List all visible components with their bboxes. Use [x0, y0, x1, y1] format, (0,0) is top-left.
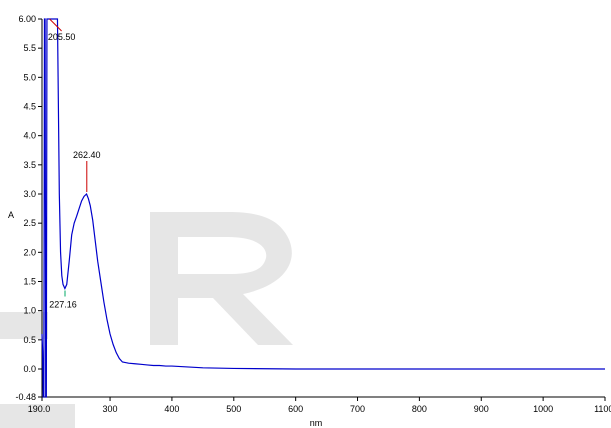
- peak-annotation: 205.50: [48, 18, 76, 42]
- y-tick-label: 0.0: [23, 364, 36, 374]
- x-tick-label: 1000: [533, 404, 553, 414]
- y-tick-label: 3.0: [23, 189, 36, 199]
- y-tick-label: 0.5: [23, 335, 36, 345]
- x-tick-label: 800: [412, 404, 427, 414]
- y-tick-label: 5.0: [23, 72, 36, 82]
- peak-label: 227.16: [49, 300, 77, 310]
- x-tick-label: 190.0: [28, 404, 51, 414]
- x-tick-label: 400: [164, 404, 179, 414]
- y-tick-label: 1.5: [23, 277, 36, 287]
- x-ticks: 190.0 300 400 500 600 700 800 900 1000 1100.: [28, 397, 611, 414]
- x-tick-label: 1100.: [594, 404, 611, 414]
- annotations-layer: 205.50 262.40 227.16: [48, 18, 101, 310]
- x-tick-label: 700: [350, 404, 365, 414]
- peak-label: 262.40: [73, 150, 101, 160]
- watermark-layer: [0, 212, 293, 428]
- watermark-bar-mid: [0, 312, 48, 339]
- x-axis-label: nm: [310, 418, 323, 428]
- y-tick-label: 3.5: [23, 160, 36, 170]
- x-tick-label: 600: [288, 404, 303, 414]
- y-tick-label: 1.0: [23, 306, 36, 316]
- y-tick-label: 2.0: [23, 247, 36, 257]
- y-axis-label: A: [8, 210, 14, 220]
- y-tick-label: 6.00: [18, 14, 36, 24]
- watermark-er: [0, 212, 293, 428]
- y-tick-label: 5.5: [23, 43, 36, 53]
- x-tick-label: 300: [103, 404, 118, 414]
- y-tick-label: -0.48: [15, 392, 36, 402]
- series-layer: [41, 18, 605, 398]
- x-tick-label: 500: [226, 404, 241, 414]
- watermark-letter-r: [150, 212, 293, 345]
- absorbance-series-line: [41, 18, 605, 398]
- peak-annotation: 262.40: [73, 150, 101, 192]
- y-tick-label: 2.5: [23, 218, 36, 228]
- peak-annotation: 227.16: [49, 290, 77, 310]
- peak-label: 205.50: [48, 32, 76, 42]
- y-tick-label: 4.5: [23, 102, 36, 112]
- x-tick-label: 900: [474, 404, 489, 414]
- y-ticks: 6.00 5.5 5.0 4.5 4.0 3.5 3.0 2.5 2.0 1.5 1.0 0.5 0.0…: [15, 14, 42, 402]
- peak-marker-line: [49, 18, 62, 32]
- axes: [41, 19, 605, 398]
- y-tick-label: 4.0: [23, 131, 36, 141]
- watermark-bar-low: [0, 404, 75, 428]
